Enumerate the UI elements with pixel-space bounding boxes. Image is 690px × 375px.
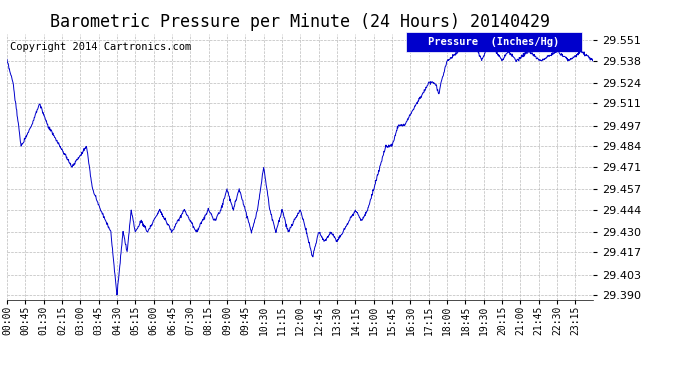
Text: Copyright 2014 Cartronics.com: Copyright 2014 Cartronics.com [10, 42, 191, 52]
Title: Barometric Pressure per Minute (24 Hours) 20140429: Barometric Pressure per Minute (24 Hours… [50, 13, 550, 31]
Bar [406, 32, 582, 53]
Text: Pressure  (Inches/Hg): Pressure (Inches/Hg) [428, 38, 560, 47]
